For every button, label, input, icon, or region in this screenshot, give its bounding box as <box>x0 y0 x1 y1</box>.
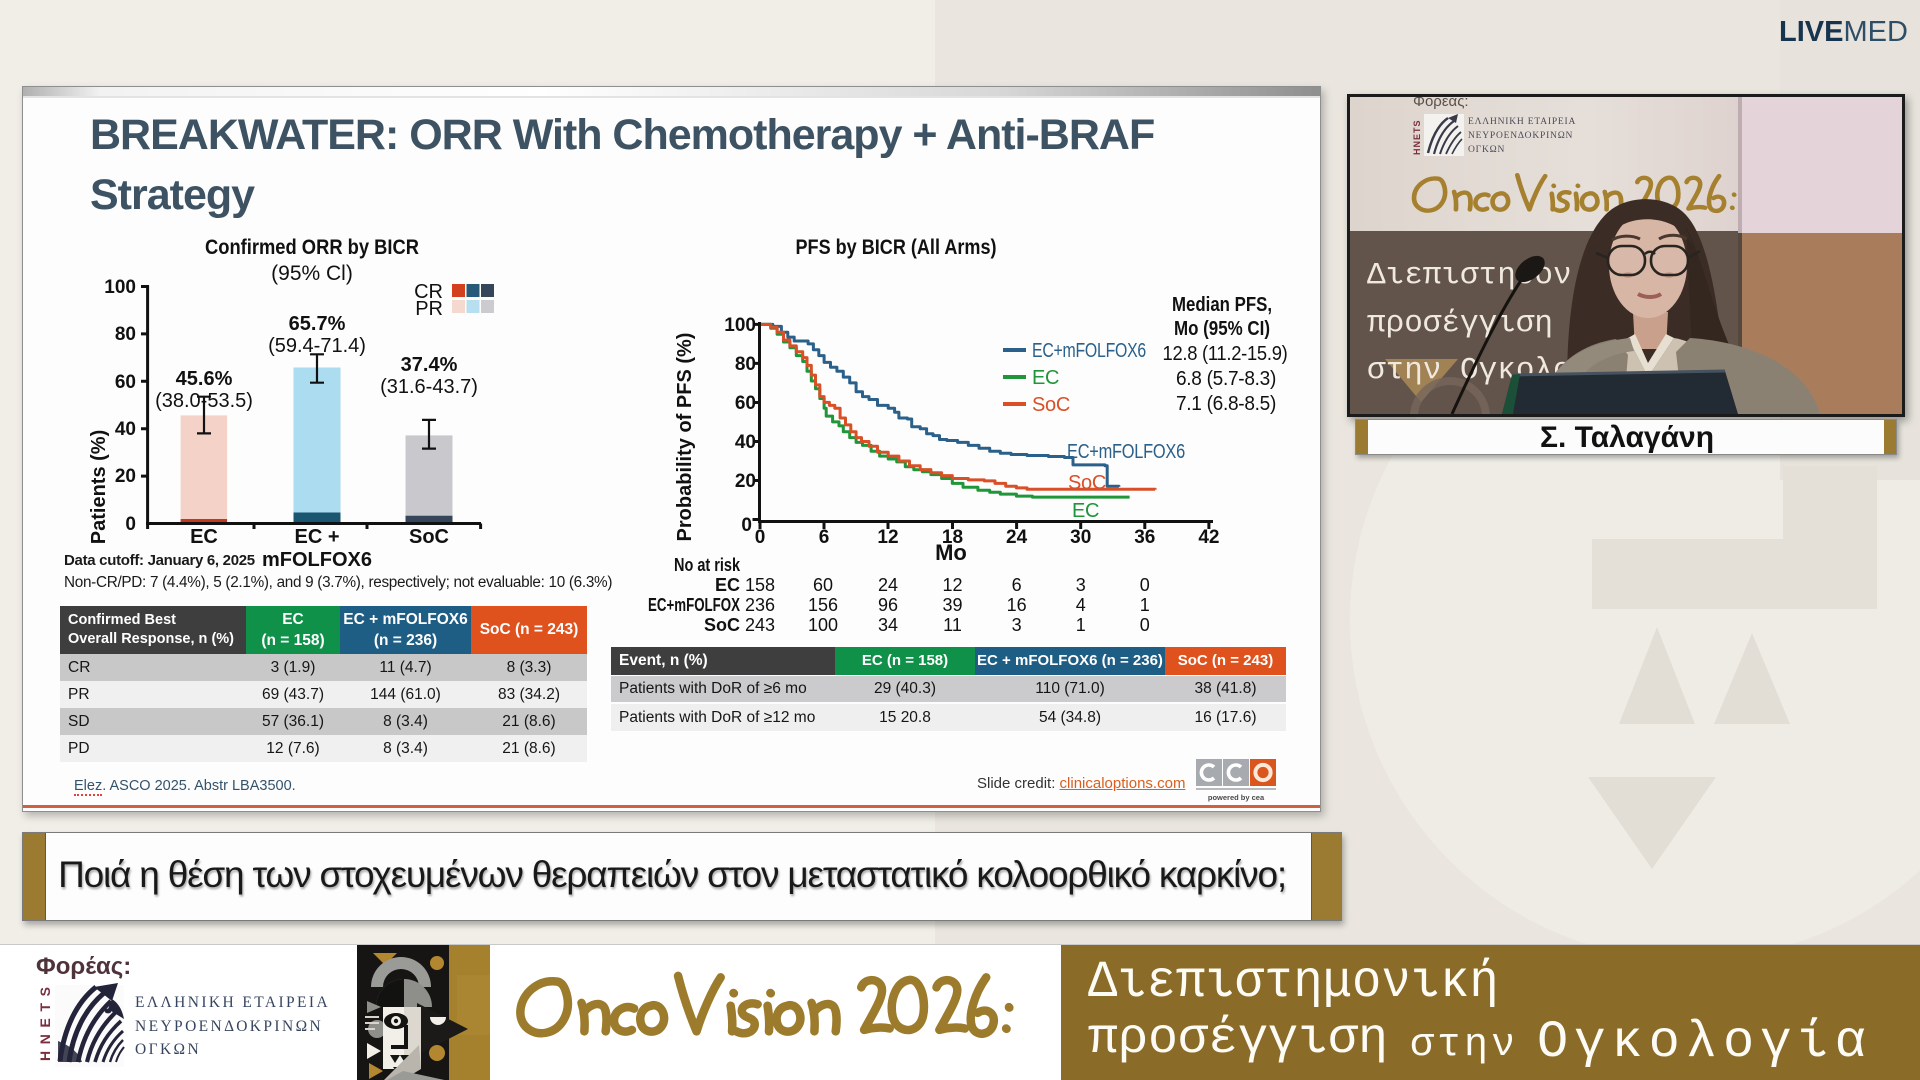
svg-text:37.4%: 37.4% <box>401 354 458 376</box>
svg-text:EC: EC <box>715 575 740 595</box>
svg-text:20: 20 <box>115 466 136 487</box>
svg-text:SoC: SoC <box>1032 394 1070 416</box>
svg-text:243: 243 <box>745 615 775 635</box>
svg-text:Probability of PFS (%): Probability of PFS (%) <box>674 333 696 542</box>
svg-text:42: 42 <box>1198 527 1219 548</box>
svg-text:45.6%: 45.6% <box>176 368 233 390</box>
svg-text:40: 40 <box>735 432 756 453</box>
svg-text:100: 100 <box>724 315 756 336</box>
svg-text:0: 0 <box>755 527 766 548</box>
svg-text:EC: EC <box>1072 500 1099 522</box>
svg-text:0: 0 <box>1140 615 1150 635</box>
svg-text:20: 20 <box>735 471 756 492</box>
svg-text:65.7%: 65.7% <box>289 313 346 335</box>
svg-text:80: 80 <box>115 324 136 345</box>
svg-text:24: 24 <box>1006 527 1028 548</box>
svg-text:36: 36 <box>1134 527 1155 548</box>
svg-text:12.8 (11.2-15.9): 12.8 (11.2-15.9) <box>1163 343 1288 365</box>
svg-text:60: 60 <box>115 372 136 393</box>
svg-text:Confirmed ORR by BICR: Confirmed ORR by BICR <box>205 236 419 259</box>
svg-text:12: 12 <box>877 527 898 548</box>
svg-text:12: 12 <box>942 575 962 595</box>
svg-text:6.8 (5.7-8.3): 6.8 (5.7-8.3) <box>1176 368 1276 390</box>
svg-text:Φορέας:: Φορέας: <box>1413 97 1469 110</box>
svg-text:30: 30 <box>1070 527 1091 548</box>
svg-text:EC: EC <box>1032 367 1059 389</box>
svg-text:80: 80 <box>735 354 756 375</box>
svg-text:6: 6 <box>819 527 830 548</box>
svg-text:156: 156 <box>808 595 838 615</box>
svg-text:100: 100 <box>104 277 136 298</box>
svg-text:Mo: Mo <box>935 540 967 565</box>
svg-text:24: 24 <box>878 575 898 595</box>
svg-text:60: 60 <box>735 393 756 414</box>
svg-text:PR: PR <box>415 298 443 320</box>
svg-text:100: 100 <box>808 615 838 635</box>
svg-text:Mo (95% CI): Mo (95% CI) <box>1174 318 1270 340</box>
svg-text:(95% Cl): (95% Cl) <box>271 262 353 285</box>
svg-text:HNETS: HNETS <box>38 987 53 1061</box>
svg-text:0: 0 <box>741 515 752 536</box>
svg-text:(31.6-43.7): (31.6-43.7) <box>380 376 478 398</box>
svg-text:(59.4-71.4): (59.4-71.4) <box>268 335 366 357</box>
svg-text:SoC: SoC <box>1068 472 1106 494</box>
svg-text:προσέγγιση: προσέγγιση <box>1367 306 1553 341</box>
svg-text:1: 1 <box>1076 615 1086 635</box>
svg-text:3: 3 <box>1076 575 1086 595</box>
svg-text:3: 3 <box>1012 615 1022 635</box>
svg-text:Median PFS,: Median PFS, <box>1172 294 1272 316</box>
svg-text:EC+mFOLFOX6: EC+mFOLFOX6 <box>1032 340 1146 362</box>
svg-text:SoC: SoC <box>409 526 449 548</box>
svg-text:6: 6 <box>1012 575 1022 595</box>
svg-text:HNETS: HNETS <box>1412 119 1422 155</box>
svg-text:EC: EC <box>190 526 218 548</box>
svg-text:158: 158 <box>745 575 775 595</box>
svg-text:60: 60 <box>813 575 833 595</box>
svg-text:1: 1 <box>1140 595 1150 615</box>
svg-text:236: 236 <box>745 595 775 615</box>
svg-text:mFOLFOX6: mFOLFOX6 <box>262 549 372 571</box>
svg-text:CR: CR <box>414 281 443 303</box>
svg-text:(38.0-53.5): (38.0-53.5) <box>155 390 253 412</box>
svg-text:0: 0 <box>125 514 136 535</box>
svg-text:Patients (%): Patients (%) <box>88 430 110 544</box>
svg-text:EC+mFOLFOX: EC+mFOLFOX <box>648 595 740 615</box>
svg-text:ΝΕΥΡΟΕΝΔΟΚΡΙΝΩΝ: ΝΕΥΡΟΕΝΔΟΚΡΙΝΩΝ <box>1468 131 1573 141</box>
svg-text:18: 18 <box>942 527 963 548</box>
svg-text:No at risk: No at risk <box>674 555 741 575</box>
svg-text:7.1 (6.8-8.5): 7.1 (6.8-8.5) <box>1176 393 1276 415</box>
svg-text:11: 11 <box>943 615 962 635</box>
svg-text:96: 96 <box>878 595 898 615</box>
svg-text:ΟΓΚΩΝ: ΟΓΚΩΝ <box>1468 145 1505 155</box>
svg-text:4: 4 <box>1076 595 1086 615</box>
svg-text:40: 40 <box>115 419 136 440</box>
svg-text:ΕΛΛΗΝΙΚΗ ΕΤΑΙΡΕΙΑ: ΕΛΛΗΝΙΚΗ ΕΤΑΙΡΕΙΑ <box>1468 117 1576 127</box>
svg-text:SoC: SoC <box>704 615 740 635</box>
svg-text:39: 39 <box>942 595 962 615</box>
svg-text:powered by cea: powered by cea <box>1208 793 1265 802</box>
svg-text:PFS by BICR (All Arms): PFS by BICR (All Arms) <box>796 236 997 259</box>
svg-text:EC+mFOLFOX6: EC+mFOLFOX6 <box>1067 441 1185 463</box>
svg-text:EC +: EC + <box>294 526 339 548</box>
svg-text:16: 16 <box>1007 595 1027 615</box>
svg-text:34: 34 <box>878 615 898 635</box>
svg-text:0: 0 <box>1140 575 1150 595</box>
